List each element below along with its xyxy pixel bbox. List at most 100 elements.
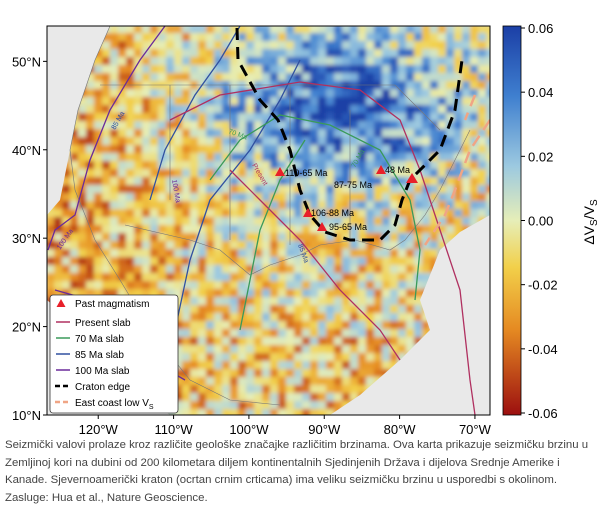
velocity-cell xyxy=(214,329,224,339)
velocity-cell xyxy=(278,105,288,115)
velocity-cell xyxy=(438,26,448,35)
velocity-cell xyxy=(158,177,168,187)
velocity-cell xyxy=(446,121,456,131)
velocity-cell xyxy=(206,209,216,219)
velocity-cell xyxy=(86,201,96,211)
velocity-cell xyxy=(94,129,104,139)
velocity-cell xyxy=(206,49,216,59)
velocity-cell xyxy=(310,249,320,259)
velocity-cell xyxy=(342,65,352,75)
velocity-cell xyxy=(486,33,490,43)
velocity-cell xyxy=(262,321,272,331)
velocity-cell xyxy=(414,313,424,323)
velocity-cell xyxy=(262,345,272,355)
velocity-cell xyxy=(310,41,320,51)
velocity-cell xyxy=(206,337,216,347)
velocity-cell xyxy=(294,377,304,387)
velocity-cell xyxy=(486,26,490,35)
velocity-cell xyxy=(286,97,296,107)
velocity-cell xyxy=(278,345,288,355)
velocity-cell xyxy=(382,329,392,339)
velocity-cell xyxy=(334,113,344,123)
velocity-cell xyxy=(310,265,320,275)
velocity-cell xyxy=(134,153,144,163)
velocity-cell xyxy=(246,305,256,315)
velocity-cell xyxy=(366,289,376,299)
velocity-cell xyxy=(86,193,96,203)
velocity-cell xyxy=(406,209,416,219)
velocity-cell xyxy=(350,169,360,179)
velocity-cell xyxy=(366,305,376,315)
velocity-cell xyxy=(382,289,392,299)
velocity-cell xyxy=(102,193,112,203)
velocity-cell xyxy=(374,177,384,187)
velocity-cell xyxy=(350,137,360,147)
velocity-cell xyxy=(326,49,336,59)
velocity-cell xyxy=(318,337,328,347)
velocity-cell xyxy=(47,257,56,267)
velocity-cell xyxy=(102,89,112,99)
velocity-cell xyxy=(166,89,176,99)
velocity-cell xyxy=(102,201,112,211)
velocity-cell xyxy=(310,393,320,403)
velocity-cell xyxy=(446,89,456,99)
velocity-cell xyxy=(310,401,320,411)
velocity-cell xyxy=(438,209,448,219)
velocity-cell xyxy=(190,161,200,171)
velocity-cell xyxy=(198,345,208,355)
velocity-cell xyxy=(414,121,424,131)
velocity-cell xyxy=(326,257,336,267)
velocity-cell xyxy=(238,225,248,235)
velocity-cell xyxy=(142,233,152,243)
velocity-cell xyxy=(222,81,232,91)
velocity-cell xyxy=(414,97,424,107)
velocity-cell xyxy=(302,377,312,387)
velocity-cell xyxy=(494,193,504,203)
velocity-cell xyxy=(294,201,304,211)
velocity-cell xyxy=(150,105,160,115)
east-coast-low-vs xyxy=(423,119,490,246)
velocity-cell xyxy=(190,73,200,83)
velocity-cell xyxy=(302,121,312,131)
velocity-cell xyxy=(430,185,440,195)
velocity-cell xyxy=(190,361,200,371)
velocity-cell xyxy=(182,225,192,235)
velocity-cell xyxy=(350,329,360,339)
velocity-cell xyxy=(374,73,384,83)
velocity-cell xyxy=(190,185,200,195)
velocity-cell xyxy=(374,65,384,75)
velocity-cell xyxy=(190,249,200,259)
velocity-cell xyxy=(350,129,360,139)
velocity-cell xyxy=(454,65,464,75)
velocity-cell xyxy=(334,65,344,75)
velocity-cell xyxy=(190,145,200,155)
velocity-cell xyxy=(262,377,272,387)
velocity-cell xyxy=(198,105,208,115)
velocity-cell xyxy=(406,57,416,67)
velocity-cell xyxy=(78,97,88,107)
velocity-cell xyxy=(390,249,400,259)
velocity-cell xyxy=(254,241,264,251)
velocity-cell xyxy=(230,185,240,195)
velocity-cell xyxy=(438,185,448,195)
velocity-cell xyxy=(230,209,240,219)
velocity-cell xyxy=(318,49,328,59)
velocity-cell xyxy=(326,89,336,99)
velocity-cell xyxy=(262,233,272,243)
velocity-cell xyxy=(390,33,400,43)
velocity-cell xyxy=(198,65,208,75)
velocity-cell xyxy=(342,385,352,395)
velocity-cell xyxy=(406,137,416,147)
velocity-cell xyxy=(182,305,192,315)
velocity-cell xyxy=(374,345,384,355)
velocity-cell xyxy=(326,217,336,227)
magmatism-label: 110-65 Ma xyxy=(285,168,327,178)
velocity-cell xyxy=(318,257,328,267)
velocity-cell xyxy=(166,65,176,75)
velocity-cell xyxy=(214,73,224,83)
velocity-cell xyxy=(390,177,400,187)
velocity-cell xyxy=(174,89,184,99)
velocity-cell xyxy=(302,193,312,203)
velocity-cell xyxy=(158,185,168,195)
velocity-cell xyxy=(214,233,224,243)
